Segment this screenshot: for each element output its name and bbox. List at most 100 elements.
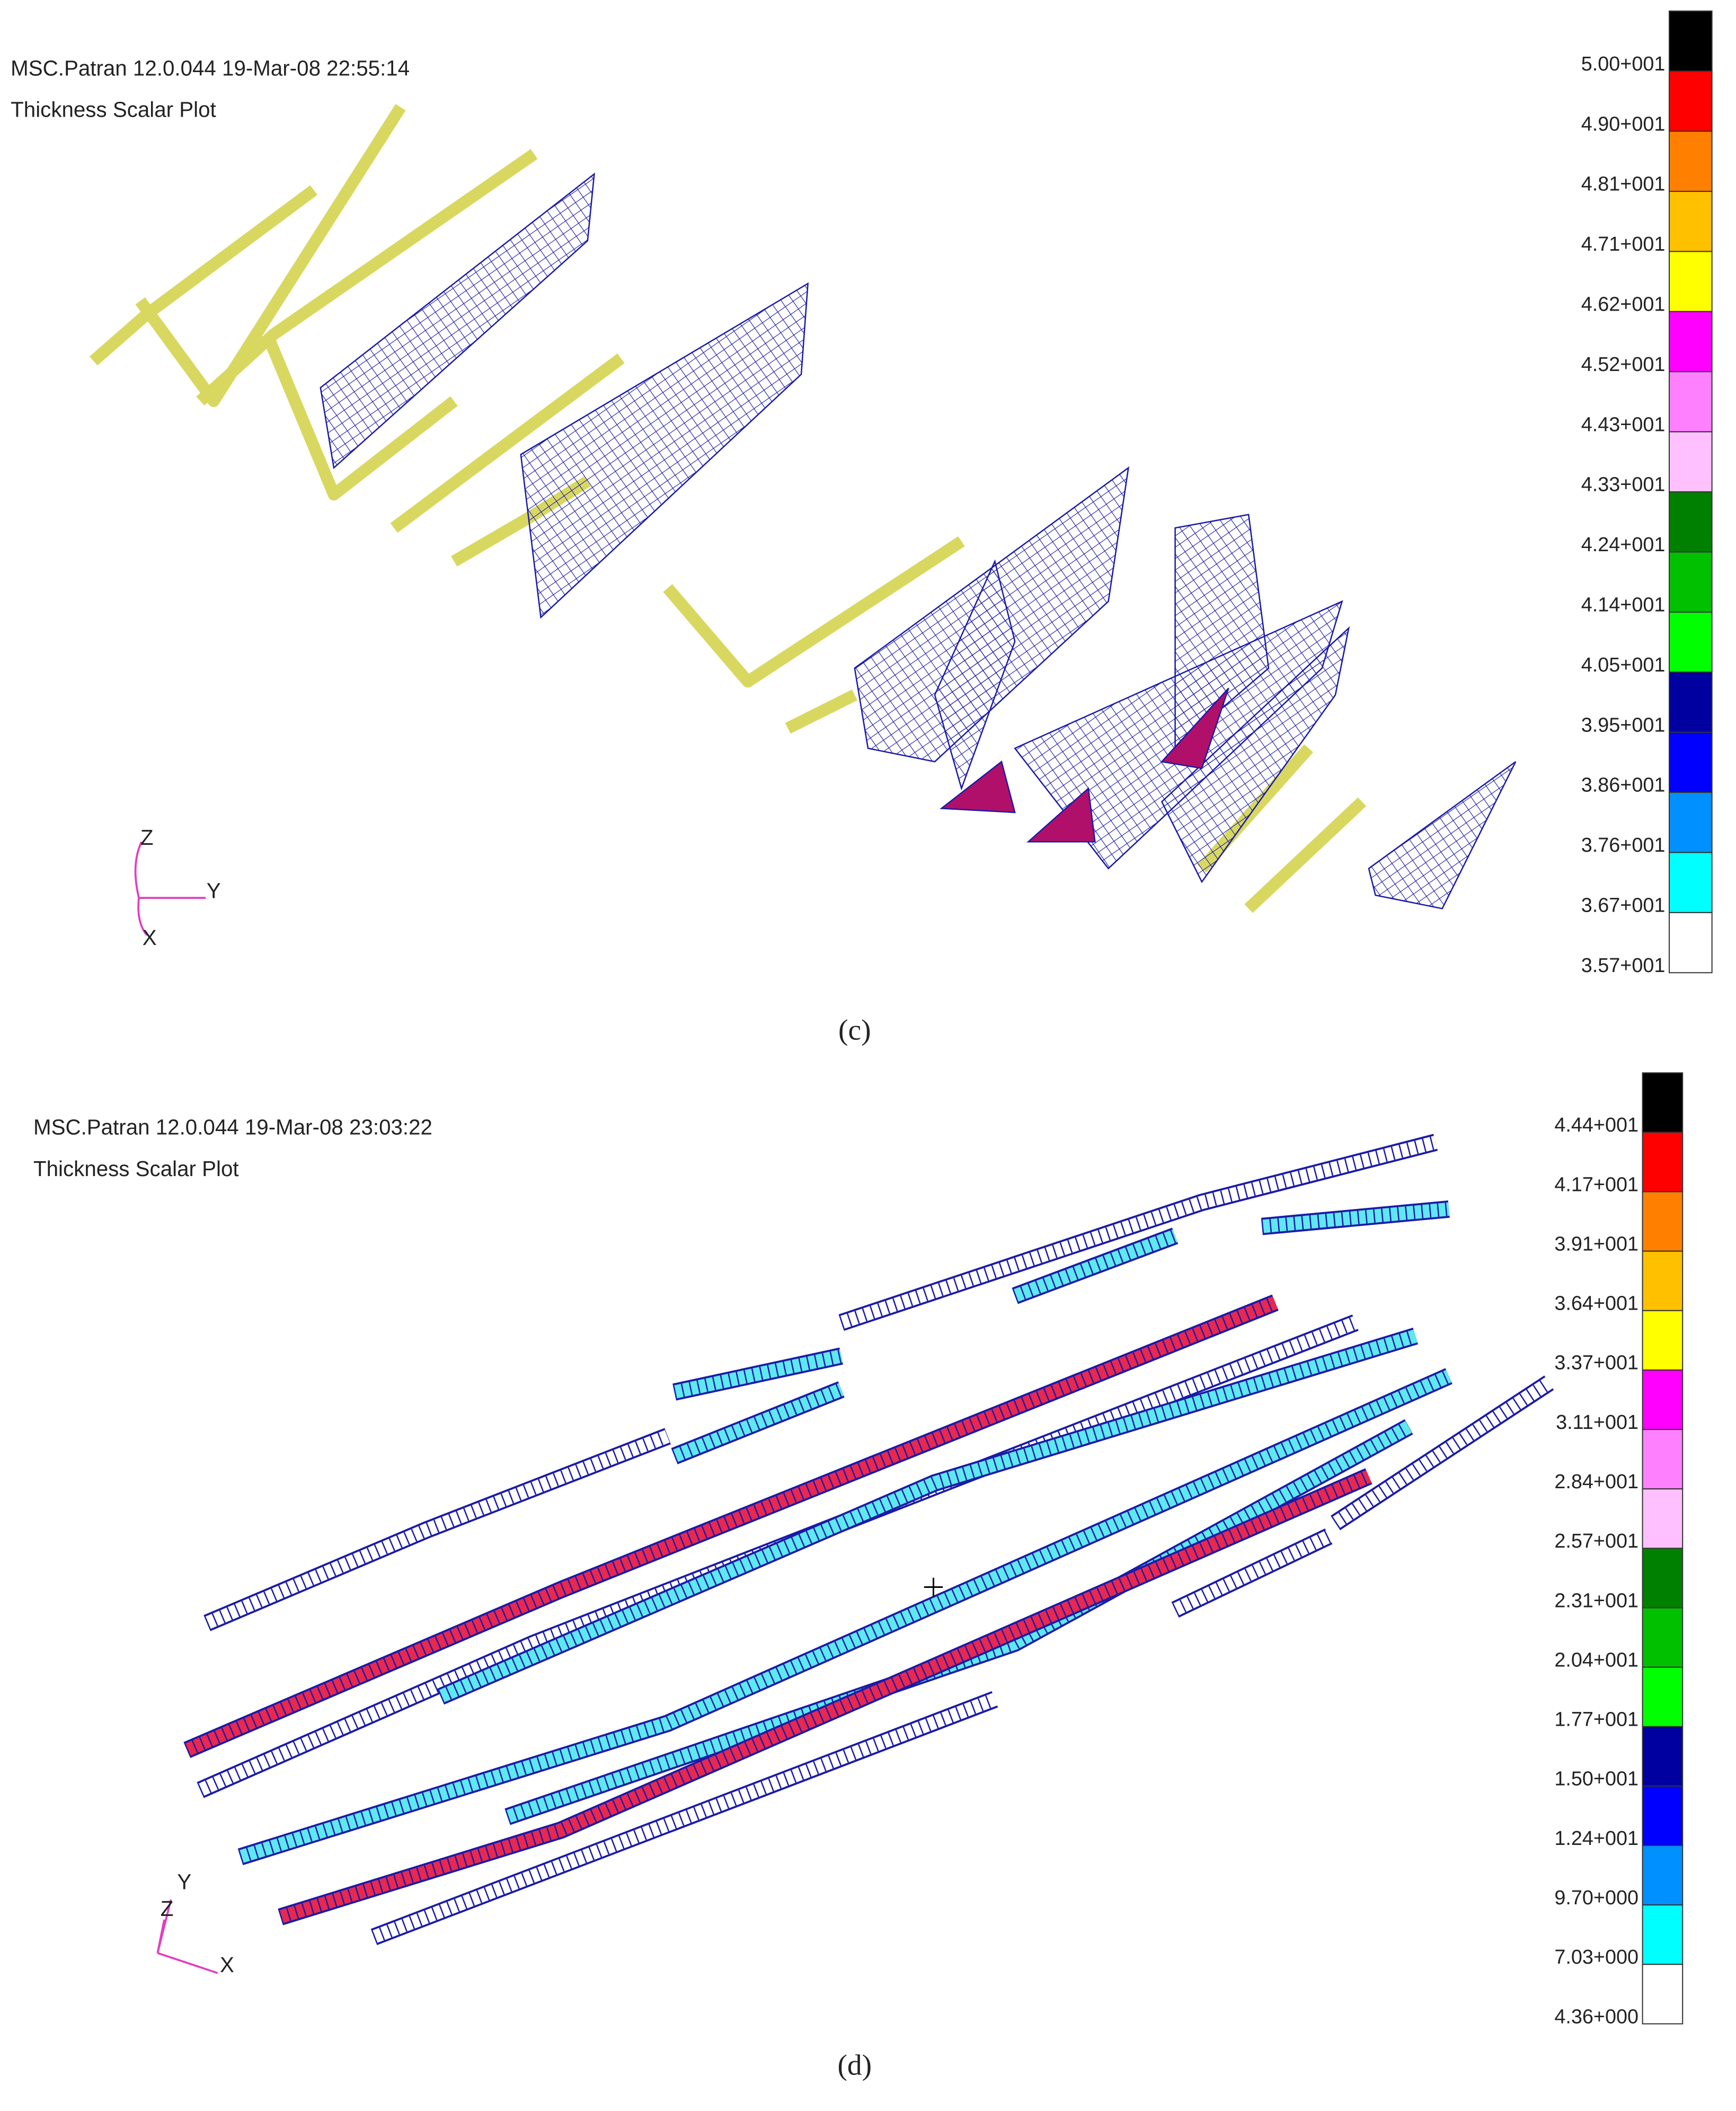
legend-bin	[1642, 1310, 1684, 1371]
legend-label: 3.64+001	[1554, 1293, 1638, 1315]
panel-caption: (d)	[837, 2048, 872, 2081]
header-line: MSC.Patran 12.0.044 19-Mar-08 23:03:22	[33, 1115, 432, 1140]
legend-bin	[1642, 1548, 1684, 1609]
axis-label: Y	[207, 879, 221, 903]
mesh-plate	[520, 282, 809, 619]
legend-bin	[1668, 70, 1713, 132]
legend-bin	[1668, 551, 1713, 613]
legend-bin	[1668, 672, 1713, 733]
axis-triad	[156, 1899, 218, 1974]
strip	[184, 1296, 1278, 1756]
yellow-strip	[663, 536, 965, 688]
legend-bin	[1668, 431, 1713, 493]
strip-mesh	[238, 1370, 1452, 1863]
model-c	[89, 104, 1517, 913]
mesh-plate	[1161, 626, 1350, 884]
axis-label: Z	[161, 1896, 174, 1921]
legend-label: 1.50+001	[1554, 1768, 1638, 1790]
magenta-patch	[1026, 787, 1096, 843]
axis-label: X	[143, 925, 157, 950]
legend-label: 3.37+001	[1554, 1352, 1638, 1374]
legend-label: 3.91+001	[1554, 1233, 1638, 1255]
strip	[505, 1421, 1412, 1823]
yellow-strip	[390, 353, 625, 533]
header-line: Thickness Scalar Plot	[33, 1156, 239, 1181]
strip	[1261, 1202, 1450, 1233]
magenta-patch	[940, 760, 1016, 814]
legend-label: 4.62+001	[1581, 294, 1666, 316]
yellow-strip	[196, 149, 538, 406]
legend-bin	[1668, 10, 1713, 72]
legend-label: 3.57+001	[1581, 955, 1666, 977]
legend-bin	[1642, 1607, 1684, 1668]
mesh-plate	[934, 559, 1016, 791]
legend-bin	[1668, 251, 1713, 312]
header-line: MSC.Patran 12.0.044 19-Mar-08 22:55:14	[11, 56, 410, 80]
panel-caption: (c)	[838, 1013, 871, 1046]
mesh-plate	[1368, 761, 1517, 909]
legend-bin	[1642, 1666, 1684, 1727]
yellow-strip	[135, 104, 406, 408]
legend-bin	[1668, 792, 1713, 853]
yellow-strip	[261, 332, 458, 501]
strip-mesh	[371, 1693, 997, 1944]
legend-label: 7.03+000	[1554, 1946, 1638, 1968]
strip	[839, 1136, 1438, 1329]
legend-bin	[1668, 852, 1713, 913]
legend-label: 3.86+001	[1581, 774, 1666, 797]
legend-label: 4.71+001	[1581, 233, 1666, 255]
axis-triad	[134, 841, 206, 936]
legend-bin	[1668, 191, 1713, 252]
yellow-strip	[785, 689, 857, 734]
axis-label: X	[220, 1953, 234, 1977]
legend-bin	[1642, 1250, 1684, 1311]
legend-label: 3.67+001	[1581, 895, 1666, 917]
legend-bin	[1668, 311, 1713, 373]
legend-bin	[1642, 1488, 1684, 1549]
legend-bin	[1668, 731, 1713, 793]
strip	[1332, 1377, 1553, 1529]
mesh-plate	[1174, 514, 1270, 750]
legend-bin	[1642, 1132, 1684, 1193]
legend-label: 5.00+001	[1581, 53, 1666, 75]
legend-bin	[1668, 912, 1713, 974]
model-d	[183, 1134, 1554, 1945]
strip	[672, 1349, 843, 1399]
legend-label: 1.24+001	[1554, 1827, 1638, 1850]
legend-label: 4.33+001	[1581, 474, 1666, 496]
strip	[671, 1383, 844, 1463]
legend-bin	[1642, 1369, 1684, 1430]
header-line: Thickness Scalar Plot	[11, 98, 216, 122]
legend-label: 4.14+001	[1581, 594, 1666, 616]
legend-label: 4.17+001	[1554, 1173, 1638, 1196]
mesh-plate	[320, 172, 595, 470]
legend-label: 4.05+001	[1581, 654, 1666, 676]
strip-mesh	[438, 1329, 1418, 1703]
legend-label: 2.57+001	[1554, 1530, 1638, 1552]
legend-label: 1.77+001	[1554, 1709, 1638, 1731]
legend-label: 4.43+001	[1581, 413, 1666, 436]
legend-bin	[1668, 611, 1713, 673]
yellow-strip	[1244, 797, 1367, 913]
legend-label: 9.70+000	[1554, 1887, 1638, 1909]
legend-label: 3.76+001	[1581, 834, 1666, 856]
legend-label: 4.36+000	[1554, 2006, 1638, 2028]
legend-bin	[1642, 1845, 1684, 1906]
legend-bin	[1668, 130, 1713, 192]
legend-label: 2.31+001	[1554, 1589, 1638, 1612]
strip	[1172, 1530, 1332, 1616]
legend-label: 4.52+001	[1581, 354, 1666, 376]
legend-bin	[1642, 1429, 1684, 1490]
magenta-patch	[1160, 687, 1229, 770]
legend-bin	[1642, 1191, 1684, 1252]
legend-bin	[1668, 371, 1713, 432]
legend-label: 2.04+001	[1554, 1649, 1638, 1671]
legend-bin	[1642, 1964, 1684, 2025]
legend-label: 2.84+001	[1554, 1471, 1638, 1493]
legend-bin	[1642, 1785, 1684, 1847]
strip	[1012, 1229, 1178, 1302]
legend-bin	[1642, 1904, 1684, 1965]
strip-mesh	[278, 1470, 1372, 1923]
centre-mark	[924, 1577, 943, 1597]
